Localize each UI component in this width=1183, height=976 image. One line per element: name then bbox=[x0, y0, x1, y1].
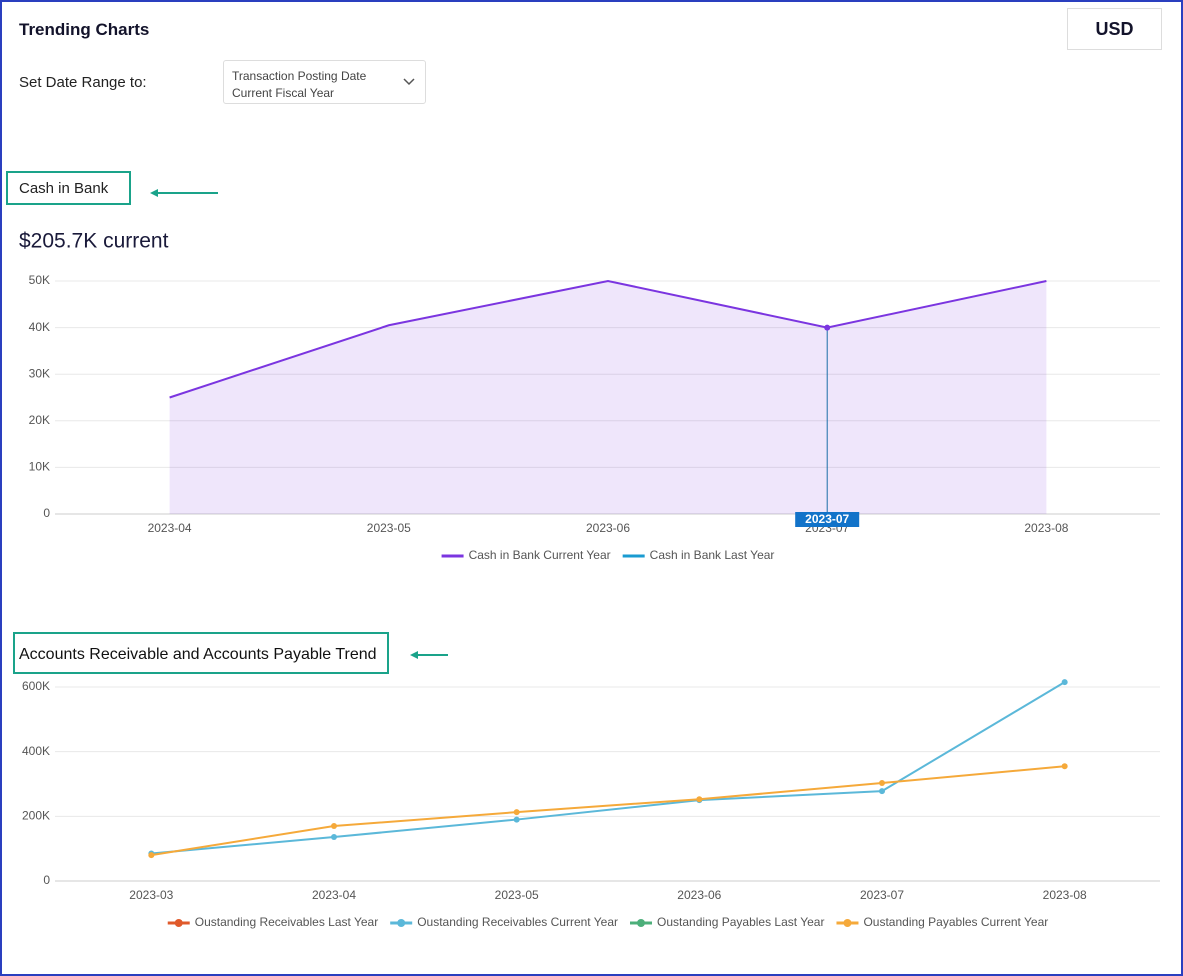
annotation-box bbox=[13, 632, 389, 674]
y-tick-label: 0 bbox=[43, 873, 50, 887]
y-tick-label: 30K bbox=[29, 366, 50, 380]
date-range-label: Set Date Range to: bbox=[19, 74, 147, 91]
legend: Cash in Bank Current Year Cash in Bank La… bbox=[441, 548, 775, 562]
y-tick-label: 10K bbox=[29, 460, 50, 474]
x-tick-label: 2023-04 bbox=[312, 888, 356, 902]
date-range-dropdown[interactable]: Transaction Posting Date Current Fiscal … bbox=[223, 60, 426, 104]
currency-button[interactable]: USD bbox=[1067, 8, 1162, 50]
y-tick-label: 400K bbox=[22, 744, 50, 758]
point bbox=[513, 809, 520, 816]
y-tick-label: 600K bbox=[22, 679, 50, 693]
y-tick-label: 0 bbox=[43, 506, 50, 520]
hover-point bbox=[824, 324, 831, 331]
y-tick-label: 50K bbox=[29, 273, 50, 287]
line bbox=[151, 681, 1066, 855]
chart-title: Cash in Bank bbox=[19, 180, 109, 197]
chevron bbox=[403, 78, 415, 86]
line bbox=[151, 765, 1065, 857]
area bbox=[169, 281, 1047, 514]
x-tick-label: 2023-06 bbox=[677, 888, 721, 902]
point bbox=[331, 834, 337, 841]
point bbox=[879, 780, 885, 787]
dropdown-field: Transaction Posting Date bbox=[232, 69, 367, 83]
point bbox=[331, 823, 337, 830]
chart-title: Accounts Receivable and Accounts Payable… bbox=[19, 646, 377, 663]
y-tick-label: 200K bbox=[22, 809, 50, 823]
point bbox=[879, 788, 885, 795]
legend-label: Oustanding Receivables Last Year bbox=[195, 915, 378, 929]
x-tick-label: 2023-05 bbox=[367, 521, 411, 535]
legend-label: Oustanding Payables Last Year bbox=[657, 915, 824, 929]
point bbox=[1061, 679, 1068, 686]
chart-subtitle: $205.7K current bbox=[19, 230, 169, 253]
legend: Oustanding Receivables Last Year Oustandi… bbox=[167, 915, 1048, 929]
legend-label: Oustanding Payables Current Year bbox=[863, 915, 1048, 929]
point bbox=[1061, 763, 1068, 770]
legend-marker bbox=[174, 919, 183, 927]
point bbox=[148, 852, 155, 859]
legend-label: Cash in Bank Last Year bbox=[650, 548, 775, 562]
legend-marker bbox=[637, 919, 645, 927]
arrow-head bbox=[150, 189, 158, 197]
dropdown-value: Current Fiscal Year bbox=[232, 86, 335, 100]
legend-label: Cash in Bank Current Year bbox=[469, 548, 611, 562]
legend-marker bbox=[843, 919, 852, 927]
hover-label-bg bbox=[795, 512, 860, 527]
x-tick-label: 2023-07 bbox=[860, 888, 904, 902]
x-tick-label: 2023-05 bbox=[495, 888, 539, 902]
x-tick-label: 2023-04 bbox=[148, 521, 192, 535]
point bbox=[696, 796, 703, 803]
annotation-box bbox=[6, 171, 131, 205]
hover-label: 2023-07 bbox=[805, 512, 849, 526]
legend-label: Oustanding Receivables Current Year bbox=[417, 915, 618, 929]
line bbox=[169, 279, 1047, 399]
x-tick-label: 2023-03 bbox=[129, 888, 173, 902]
legend-marker bbox=[397, 919, 406, 927]
x-tick-label: 2023-08 bbox=[1043, 888, 1087, 902]
page-title: Trending Charts bbox=[19, 20, 150, 39]
y-tick-label: 20K bbox=[29, 413, 50, 427]
point bbox=[513, 816, 520, 823]
arrow-head bbox=[410, 651, 418, 659]
x-tick-label: 2023-08 bbox=[1024, 521, 1068, 535]
x-tick-label: 2023-06 bbox=[586, 521, 630, 535]
y-tick-label: 40K bbox=[29, 320, 50, 334]
